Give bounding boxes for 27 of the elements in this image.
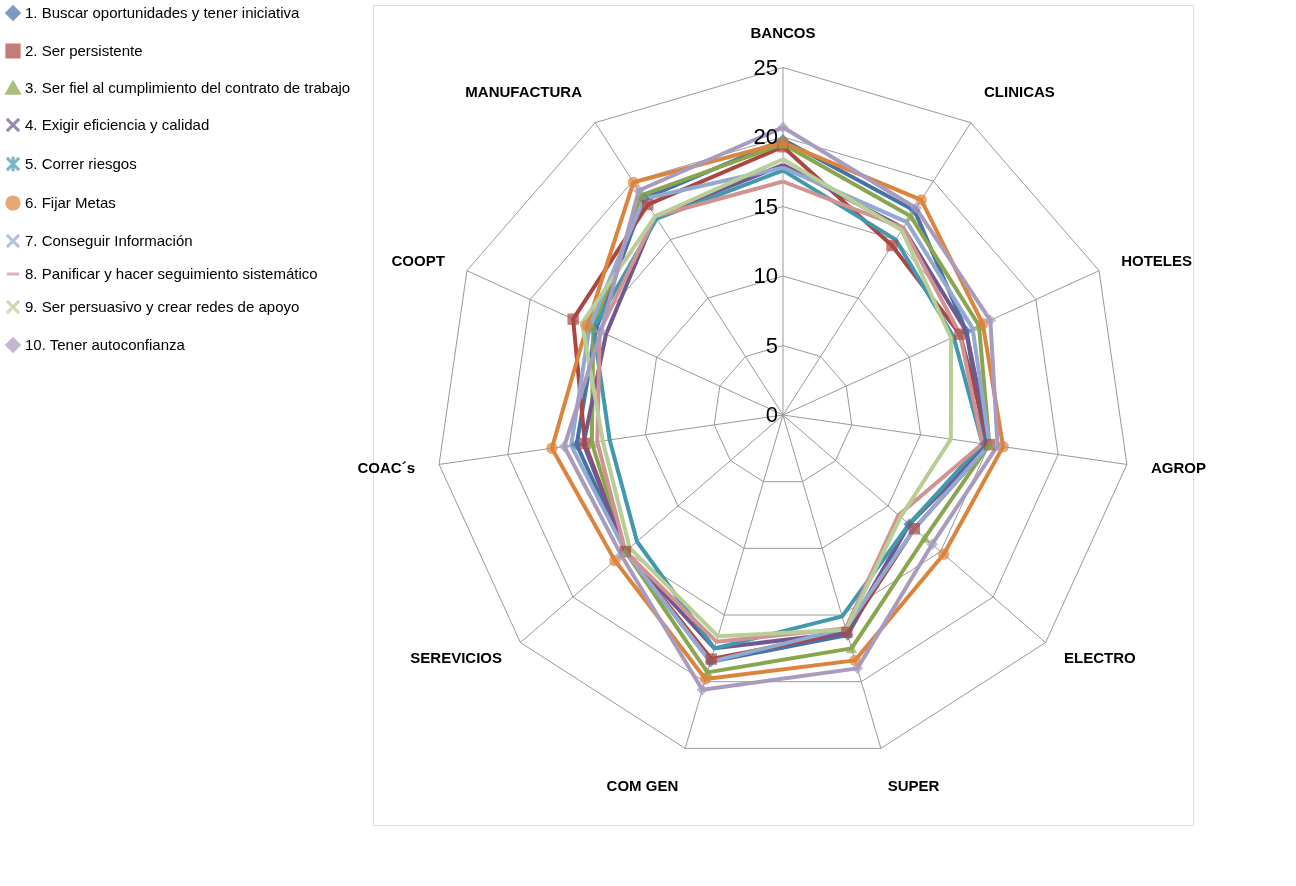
- spoke-label: COOPT: [391, 251, 445, 269]
- spoke-label: HOTELES: [1121, 251, 1193, 269]
- legend-label: 10. Tener autoconfianza: [25, 336, 186, 353]
- legend-label: 3. Ser fiel al cumplimiento del contrato de trabajo: [25, 79, 351, 96]
- spoke-label: MANUFACTURA: [465, 82, 583, 100]
- spoke-label: BANCOS: [750, 23, 816, 41]
- spoke-label: CLINICAS: [984, 82, 1055, 100]
- legend-label: 8. Panificar y hacer seguimiento sistemático: [25, 265, 318, 282]
- spoke-label: SEREVICIOS: [410, 649, 503, 667]
- spoke-label: COM GEN: [606, 776, 679, 794]
- legend-label: 5. Correr riesgos: [25, 155, 137, 172]
- legend-label: 1. Buscar oportunidades y tener iniciativa: [25, 4, 300, 21]
- legend-label: 4. Exigir eficiencia y calidad: [25, 116, 210, 133]
- y-tick-label: 20: [753, 124, 778, 150]
- y-tick-label: 25: [753, 54, 778, 80]
- spoke-label: AGROP: [1151, 458, 1207, 476]
- y-tick-label: 10: [753, 263, 778, 289]
- legend-label: 9. Ser persuasivo y crear redes de apoyo: [25, 298, 300, 315]
- spoke-label: COAC´s: [357, 458, 415, 476]
- legend-label: 2. Ser persistente: [25, 42, 143, 59]
- legend-label: 6. Fijar Metas: [25, 194, 116, 211]
- y-tick-label: 5: [765, 332, 778, 358]
- spoke-label: SUPER: [887, 776, 940, 794]
- spoke-label: ELECTRO: [1063, 649, 1136, 667]
- y-tick-label: 15: [753, 193, 778, 219]
- y-tick-label: 0: [765, 402, 778, 427]
- legend-label: 7. Conseguir Información: [25, 232, 193, 249]
